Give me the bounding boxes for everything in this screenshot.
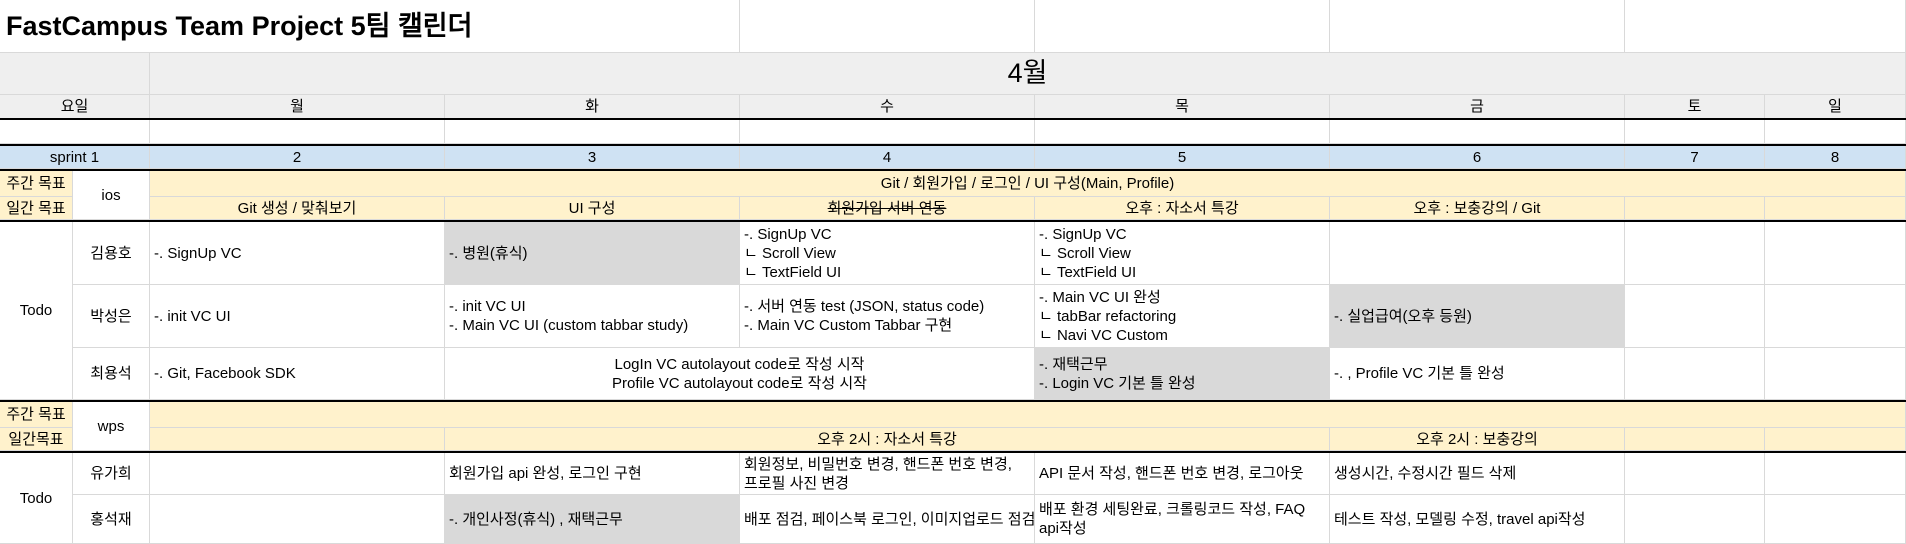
ios-daily-goal-thu[interactable]: 오후 : 자소서 특강 — [1035, 197, 1330, 220]
todo-cell[interactable]: -. 재택근무 -. Login VC 기본 틀 완성 — [1035, 348, 1330, 400]
day-header-thu[interactable]: 목 — [1035, 95, 1330, 119]
ios-daily-goal-fri[interactable]: 오후 : 보충강의 / Git — [1330, 197, 1625, 220]
empty-cell[interactable] — [1765, 285, 1906, 348]
empty-cell[interactable] — [1625, 0, 1906, 53]
empty-cell[interactable] — [1035, 0, 1330, 53]
todo-cell[interactable]: 배포 환경 세팅완료, 크롤링코드 작성, FAQ api작성 — [1035, 495, 1330, 544]
date-cell[interactable]: 7 — [1625, 146, 1765, 169]
todo-cell[interactable]: -. SignUp VC ㄴ Scroll View ㄴ TextField U… — [740, 222, 1035, 285]
empty-cell[interactable] — [150, 428, 445, 451]
divider — [0, 169, 1906, 171]
empty-cell[interactable] — [1625, 197, 1765, 220]
empty-cell[interactable] — [150, 120, 445, 144]
empty-cell[interactable] — [1625, 428, 1765, 451]
month-header[interactable]: 4월 — [150, 53, 1906, 95]
todo-cell[interactable]: -. 병원(휴식) — [445, 222, 740, 285]
todo-cell[interactable]: 회원가입 api 완성, 로그인 구현 — [445, 453, 740, 495]
divider — [0, 451, 1906, 453]
empty-cell[interactable] — [1765, 453, 1906, 495]
empty-cell[interactable] — [1765, 197, 1906, 220]
divider — [0, 144, 1906, 146]
daily-goal-label[interactable]: 일간 목표 — [0, 197, 73, 220]
todo-cell[interactable]: -. , Profile VC 기본 틀 완성 — [1330, 348, 1625, 400]
wps-daily-goal-1[interactable]: 오후 2시 : 자소서 특강 — [445, 428, 1330, 451]
ios-daily-goal-tue[interactable]: UI 구성 — [445, 197, 740, 220]
empty-cell[interactable] — [1625, 285, 1765, 348]
sprint-label[interactable]: sprint 1 — [0, 146, 150, 169]
todo-cell[interactable] — [1330, 222, 1625, 285]
day-header-mon[interactable]: 월 — [150, 95, 445, 119]
empty-cell[interactable] — [1765, 120, 1906, 144]
todo-label-ios[interactable]: Todo — [0, 222, 73, 400]
ios-weekly-goal[interactable]: Git / 회원가입 / 로그인 / UI 구성(Main, Profile) — [150, 171, 1906, 197]
empty-cell[interactable] — [1330, 0, 1625, 53]
empty-cell[interactable] — [150, 453, 445, 495]
date-cell[interactable]: 5 — [1035, 146, 1330, 169]
date-cell[interactable]: 6 — [1330, 146, 1625, 169]
member-name[interactable]: 유가희 — [73, 453, 150, 495]
ios-daily-goal-mon[interactable]: Git 생성 / 맞춰보기 — [150, 197, 445, 220]
empty-cell[interactable] — [1625, 222, 1765, 285]
empty-cell[interactable] — [1330, 120, 1625, 144]
empty-cell[interactable] — [1625, 120, 1765, 144]
yoil-header[interactable]: 요일 — [0, 95, 150, 119]
date-cell[interactable]: 4 — [740, 146, 1035, 169]
empty-cell[interactable] — [1625, 495, 1765, 544]
day-header-sat[interactable]: 토 — [1625, 95, 1765, 119]
ios-daily-goal-wed[interactable]: 회원가입 서버 연동 — [740, 197, 1035, 220]
day-header-fri[interactable]: 금 — [1330, 95, 1625, 119]
empty-cell[interactable] — [1765, 428, 1906, 451]
empty-cell[interactable] — [1625, 348, 1765, 400]
day-header-wed[interactable]: 수 — [740, 95, 1035, 119]
divider — [0, 220, 1906, 222]
empty-cell[interactable] — [1765, 348, 1906, 400]
empty-cell[interactable] — [1765, 495, 1906, 544]
empty-cell[interactable] — [740, 120, 1035, 144]
day-header-sun[interactable]: 일 — [1765, 95, 1906, 119]
empty-cell[interactable] — [1765, 222, 1906, 285]
member-name[interactable]: 홍석재 — [73, 495, 150, 544]
todo-label-wps[interactable]: Todo — [0, 453, 73, 544]
todo-cell[interactable]: -. SignUp VC ㄴ Scroll View ㄴ TextField U… — [1035, 222, 1330, 285]
date-cell[interactable]: 3 — [445, 146, 740, 169]
empty-cell[interactable] — [1625, 453, 1765, 495]
daily-goal-label[interactable]: 일간목표 — [0, 428, 73, 451]
date-cell[interactable]: 8 — [1765, 146, 1906, 169]
todo-cell[interactable]: -. SignUp VC — [150, 222, 445, 285]
member-name[interactable]: 김용호 — [73, 222, 150, 285]
empty-cell[interactable] — [740, 0, 1035, 53]
divider — [0, 400, 1906, 402]
todo-cell[interactable]: -. init VC UI -. Main VC UI (custom tabb… — [445, 285, 740, 348]
member-name[interactable]: 박성은 — [73, 285, 150, 348]
member-name[interactable]: 최용석 — [73, 348, 150, 400]
todo-cell[interactable]: 생성시간, 수정시간 필드 삭제 — [1330, 453, 1625, 495]
sheet-title[interactable]: FastCampus Team Project 5팀 캘린더 — [0, 0, 740, 53]
todo-cell[interactable]: -. Main VC UI 완성 ㄴ tabBar refactoring ㄴ … — [1035, 285, 1330, 348]
empty-cell[interactable] — [150, 495, 445, 544]
todo-cell-merged[interactable]: LogIn VC autolayout code로 작성 시작 Profile … — [445, 348, 1035, 400]
todo-cell[interactable]: -. init VC UI — [150, 285, 445, 348]
empty-cell[interactable] — [0, 120, 150, 144]
empty-cell[interactable] — [0, 53, 150, 95]
todo-cell[interactable]: API 문서 작성, 핸드폰 번호 변경, 로그아웃 — [1035, 453, 1330, 495]
wps-weekly-goal[interactable] — [150, 402, 1906, 428]
todo-cell[interactable]: -. 실업급여(오후 등원) — [1330, 285, 1625, 348]
day-header-tue[interactable]: 화 — [445, 95, 740, 119]
weekly-goal-label[interactable]: 주간 목표 — [0, 402, 73, 428]
todo-cell[interactable]: -. Git, Facebook SDK — [150, 348, 445, 400]
todo-cell[interactable]: -. 서버 연동 test (JSON, status code) -. Mai… — [740, 285, 1035, 348]
team-label-wps[interactable]: wps — [73, 402, 150, 451]
todo-cell[interactable]: 배포 점검, 페이스북 로그인, 이미지업로드 점검 — [740, 495, 1035, 544]
empty-cell[interactable] — [445, 120, 740, 144]
date-cell[interactable]: 2 — [150, 146, 445, 169]
todo-cell[interactable]: -. 개인사정(휴식) , 재택근무 — [445, 495, 740, 544]
team-label-ios[interactable]: ios — [73, 171, 150, 220]
wps-daily-goal-2[interactable]: 오후 2시 : 보충강의 — [1330, 428, 1625, 451]
todo-cell[interactable]: 회원정보, 비밀번호 변경, 핸드폰 번호 변경, 프로필 사진 변경 — [740, 453, 1035, 495]
weekly-goal-label[interactable]: 주간 목표 — [0, 171, 73, 197]
todo-cell[interactable]: 테스트 작성, 모델링 수정, travel api작성 — [1330, 495, 1625, 544]
empty-cell[interactable] — [1035, 120, 1330, 144]
divider — [0, 118, 1906, 120]
